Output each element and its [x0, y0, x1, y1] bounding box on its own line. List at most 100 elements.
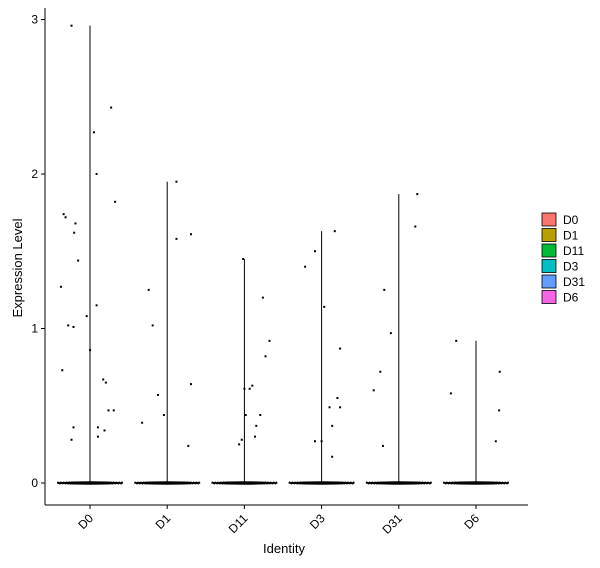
legend-swatch	[541, 212, 557, 227]
data-point	[381, 444, 384, 447]
data-point	[264, 355, 267, 358]
data-point	[331, 424, 334, 427]
data-point	[73, 231, 76, 234]
violin-d6	[442, 339, 510, 485]
data-point	[151, 324, 154, 327]
data-point	[147, 288, 150, 291]
data-point	[331, 455, 334, 458]
y-tick-label: 3	[31, 13, 38, 27]
data-point	[59, 285, 62, 288]
y-axis-title: Expression Level	[10, 218, 25, 317]
data-point	[95, 304, 98, 307]
violin-d11	[211, 257, 278, 485]
x-axis-title: Identity	[263, 541, 305, 556]
data-point	[449, 392, 452, 395]
violin-d3	[288, 230, 355, 485]
data-point	[110, 106, 113, 109]
data-point	[339, 406, 342, 409]
data-point	[251, 384, 254, 387]
data-point	[114, 200, 117, 203]
data-point	[72, 325, 75, 328]
zero-point	[507, 481, 509, 484]
data-point	[189, 233, 192, 236]
data-point	[314, 440, 316, 443]
data-point	[314, 250, 316, 253]
data-point	[103, 429, 106, 432]
y-tick-label: 2	[31, 167, 38, 181]
data-point	[498, 370, 501, 373]
data-point	[70, 438, 73, 441]
x-tick-label: D1	[153, 511, 174, 532]
data-point	[238, 443, 241, 446]
data-point	[64, 216, 67, 219]
data-point	[383, 288, 386, 291]
data-point	[61, 369, 64, 372]
data-point	[498, 409, 501, 412]
x-tick-label: D3	[307, 511, 328, 532]
y-tick-label: 0	[31, 476, 38, 490]
x-tick-label: D31	[379, 511, 405, 537]
data-point	[494, 440, 497, 443]
data-point	[336, 397, 339, 400]
data-point	[162, 414, 165, 417]
data-point	[95, 173, 98, 175]
data-point	[107, 409, 110, 412]
data-point	[414, 225, 417, 228]
data-point	[77, 259, 80, 262]
zero-point	[352, 481, 355, 484]
data-point	[253, 435, 256, 438]
legend-label: D0	[563, 213, 579, 227]
data-point	[96, 435, 99, 438]
data-point	[259, 414, 262, 417]
plot-area	[56, 24, 510, 485]
data-point	[175, 237, 178, 240]
data-point	[112, 409, 115, 412]
legend-swatch	[541, 259, 557, 273]
data-point	[96, 426, 99, 429]
legend-label: D6	[563, 291, 579, 305]
data-point	[320, 440, 323, 443]
data-point	[189, 383, 192, 386]
data-point	[339, 347, 342, 350]
data-point	[416, 193, 419, 196]
data-point	[67, 324, 70, 327]
data-point	[323, 305, 326, 308]
data-point	[89, 349, 91, 352]
axes: 0 1 2 3 D0 D1 D11 D3 D31 D6	[31, 8, 528, 537]
data-point	[455, 339, 458, 342]
legend-label: D11	[563, 244, 584, 258]
data-point	[372, 389, 375, 392]
data-point	[70, 24, 73, 27]
legend-swatch	[541, 243, 557, 258]
zero-point	[429, 481, 432, 484]
x-tick-label: D6	[461, 511, 482, 532]
data-point	[240, 438, 243, 441]
data-point	[141, 421, 144, 424]
legend-swatch	[541, 290, 557, 304]
legend-label: D31	[563, 275, 585, 289]
legend-swatch	[541, 228, 557, 242]
data-point	[379, 370, 382, 373]
data-point	[175, 180, 178, 183]
zero-point	[198, 481, 201, 484]
violin-d1	[134, 180, 201, 485]
data-point	[333, 230, 336, 233]
data-point	[187, 444, 190, 447]
x-tick-label: D0	[75, 511, 96, 532]
data-point	[242, 257, 245, 260]
data-point	[389, 332, 392, 335]
data-point	[72, 426, 75, 429]
legend-swatch	[541, 274, 557, 289]
data-point	[243, 387, 246, 390]
zero-point	[275, 481, 278, 484]
data-point	[62, 213, 65, 216]
data-point	[248, 387, 251, 390]
data-point	[156, 393, 159, 396]
x-tick-label: D11	[226, 511, 251, 536]
data-point	[102, 378, 105, 381]
data-point	[244, 414, 247, 417]
data-point	[304, 265, 307, 268]
data-point	[85, 315, 88, 318]
